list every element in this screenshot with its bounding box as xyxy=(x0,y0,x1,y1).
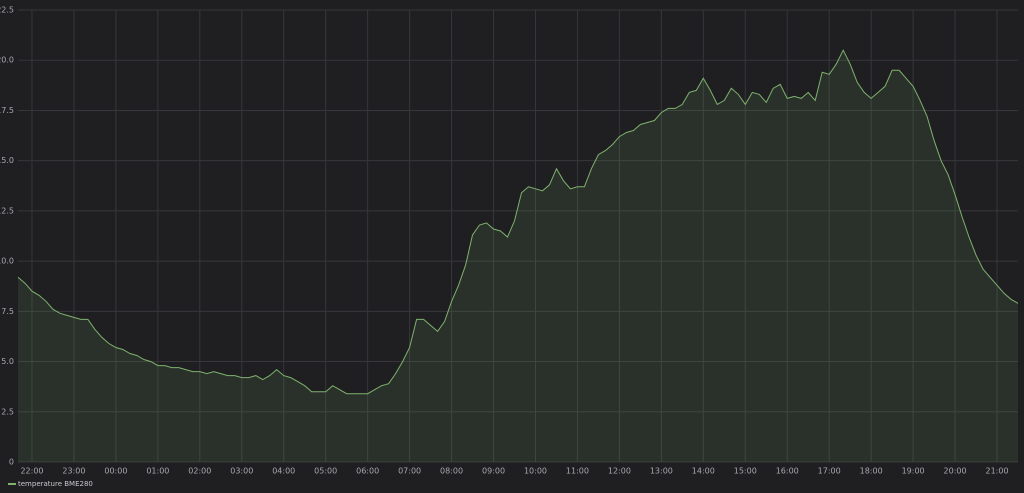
x-tick-label: 13:00 xyxy=(650,467,673,476)
x-tick-label: 23:00 xyxy=(62,467,85,476)
y-tick-label: 17.5 xyxy=(0,106,14,115)
x-tick-label: 06:00 xyxy=(356,467,379,476)
x-tick-label: 10:00 xyxy=(524,467,547,476)
x-tick-label: 15:00 xyxy=(734,467,757,476)
x-tick-label: 17:00 xyxy=(818,467,841,476)
x-tick-label: 20:00 xyxy=(944,467,967,476)
y-tick-label: 0 xyxy=(9,458,14,467)
y-tick-label: 7.5 xyxy=(1,307,14,316)
x-tick-label: 00:00 xyxy=(104,467,127,476)
x-tick-label: 04:00 xyxy=(272,467,295,476)
y-tick-label: 2.5 xyxy=(1,407,14,416)
area-fill xyxy=(18,50,1018,462)
x-tick-label: 08:00 xyxy=(440,467,463,476)
y-tick-label: 5.0 xyxy=(1,357,14,366)
x-tick-label: 12:00 xyxy=(608,467,631,476)
x-tick-label: 01:00 xyxy=(146,467,169,476)
y-tick-label: 10.0 xyxy=(0,257,14,266)
x-tick-label: 07:00 xyxy=(398,467,421,476)
y-tick-label: 22.5 xyxy=(0,6,14,15)
legend-label: temperature BME280 xyxy=(18,480,93,488)
x-tick-label: 19:00 xyxy=(902,467,925,476)
x-tick-label: 18:00 xyxy=(860,467,883,476)
x-tick-label: 05:00 xyxy=(314,467,337,476)
x-tick-label: 21:00 xyxy=(985,467,1008,476)
x-tick-label: 03:00 xyxy=(230,467,253,476)
x-tick-label: 02:00 xyxy=(188,467,211,476)
x-tick-label: 11:00 xyxy=(566,467,589,476)
x-tick-label: 16:00 xyxy=(776,467,799,476)
y-tick-label: 20.0 xyxy=(0,56,14,65)
x-tick-label: 14:00 xyxy=(692,467,715,476)
y-tick-label: 15.0 xyxy=(0,156,14,165)
y-tick-label: 12.5 xyxy=(0,206,14,215)
x-tick-label: 22:00 xyxy=(20,467,43,476)
series-line xyxy=(17,49,1019,395)
x-tick-label: 09:00 xyxy=(482,467,505,476)
